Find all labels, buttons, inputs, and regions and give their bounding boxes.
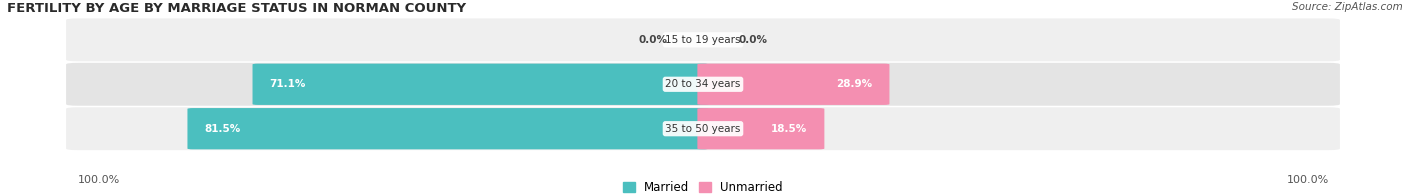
- FancyBboxPatch shape: [66, 63, 1340, 106]
- Text: 100.0%: 100.0%: [1286, 175, 1329, 185]
- FancyBboxPatch shape: [697, 64, 890, 105]
- Text: 0.0%: 0.0%: [738, 35, 768, 45]
- FancyBboxPatch shape: [253, 64, 709, 105]
- FancyBboxPatch shape: [187, 108, 709, 149]
- Text: 15 to 19 years: 15 to 19 years: [665, 35, 741, 45]
- Text: Source: ZipAtlas.com: Source: ZipAtlas.com: [1292, 2, 1403, 12]
- FancyBboxPatch shape: [66, 107, 1340, 150]
- Text: 71.1%: 71.1%: [270, 79, 305, 89]
- Text: 100.0%: 100.0%: [77, 175, 120, 185]
- Legend: Married, Unmarried: Married, Unmarried: [623, 181, 783, 194]
- Text: FERTILITY BY AGE BY MARRIAGE STATUS IN NORMAN COUNTY: FERTILITY BY AGE BY MARRIAGE STATUS IN N…: [7, 2, 467, 15]
- Text: 18.5%: 18.5%: [772, 124, 807, 134]
- Text: 28.9%: 28.9%: [837, 79, 873, 89]
- FancyBboxPatch shape: [66, 18, 1340, 61]
- FancyBboxPatch shape: [697, 108, 824, 149]
- Text: 20 to 34 years: 20 to 34 years: [665, 79, 741, 89]
- Text: 35 to 50 years: 35 to 50 years: [665, 124, 741, 134]
- Text: 0.0%: 0.0%: [638, 35, 668, 45]
- Text: 81.5%: 81.5%: [204, 124, 240, 134]
